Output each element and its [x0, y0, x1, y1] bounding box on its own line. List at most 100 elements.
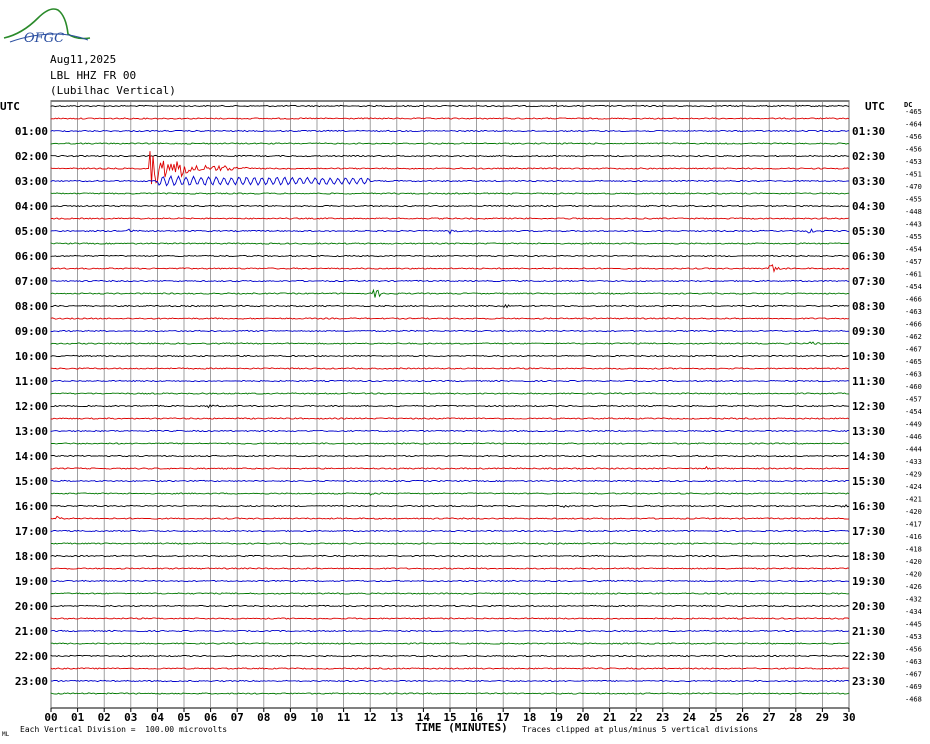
x-tick-label: 03 — [124, 711, 137, 724]
x-tick-label: 21 — [603, 711, 617, 724]
dc-offset-label: -463 — [905, 308, 922, 316]
trace-line-42 — [50, 629, 850, 633]
dc-offset-label: -463 — [905, 658, 922, 666]
dc-offset-label: -455 — [905, 233, 922, 241]
dc-offset-label: -456 — [905, 146, 922, 154]
trace-line-38 — [50, 579, 850, 583]
x-tick-label: 05 — [177, 711, 190, 724]
trace-line-28 — [50, 454, 850, 458]
trace-line-35 — [50, 542, 850, 545]
trace-line-15 — [50, 288, 850, 298]
dc-offset-label: -465 — [905, 358, 922, 366]
dc-offset-label: -457 — [905, 396, 922, 404]
left-axis-title: UTC — [0, 100, 20, 113]
x-tick-label: 26 — [736, 711, 750, 724]
dc-offset-label: -454 — [905, 408, 922, 416]
hour-label-left: 07:00 — [15, 275, 48, 288]
hour-label-left: 10:00 — [15, 350, 48, 363]
dc-offset-label: -432 — [905, 596, 922, 604]
trace-line-16 — [50, 303, 850, 309]
dc-offset-label: -466 — [905, 321, 922, 329]
hour-label-right: 17:30 — [852, 525, 885, 538]
x-tick-label: 00 — [44, 711, 57, 724]
x-tick-label: 10 — [310, 711, 323, 724]
hour-label-right: 03:30 — [852, 175, 885, 188]
trace-line-31 — [50, 492, 850, 496]
x-axis-title: TIME (MINUTES) — [415, 721, 508, 734]
footnote-vertical-division: Each Vertical Division = 100.00 microvol… — [20, 725, 228, 734]
dc-offset-label: -454 — [905, 246, 922, 254]
dc-offset-label: -424 — [905, 483, 922, 491]
x-tick-label: 29 — [816, 711, 829, 724]
x-tick-label: 14 — [417, 711, 431, 724]
hour-label-right: 20:30 — [852, 600, 885, 613]
hour-label-right: 15:30 — [852, 475, 885, 488]
trace-line-5 — [50, 151, 850, 185]
hour-label-left: 09:00 — [15, 325, 48, 338]
hour-label-left: 20:00 — [15, 600, 48, 613]
trace-line-21 — [50, 367, 849, 370]
dc-offset-label: -420 — [905, 571, 922, 579]
hour-label-left: 13:00 — [15, 425, 48, 438]
trace-line-24 — [50, 404, 849, 409]
trace-line-40 — [50, 604, 850, 608]
hour-label-left: 01:00 — [15, 125, 48, 138]
trace-line-18 — [50, 329, 850, 333]
dc-offset-label: -465 — [905, 108, 922, 116]
hour-label-left: 18:00 — [15, 550, 48, 563]
hour-label-right: 06:30 — [852, 250, 885, 263]
hour-label-left: 19:00 — [15, 575, 48, 588]
hour-label-right: 21:30 — [852, 625, 885, 638]
dc-offset-label: -470 — [905, 183, 922, 191]
hour-label-right: 11:30 — [852, 375, 885, 388]
hour-label-right: 22:30 — [852, 650, 885, 663]
hour-label-left: 02:00 — [15, 150, 48, 163]
trace-line-46 — [50, 679, 850, 683]
hour-label-right: 09:30 — [852, 325, 885, 338]
x-tick-label: 15 — [443, 711, 456, 724]
x-tick-label: 01 — [71, 711, 85, 724]
hour-label-left: 17:00 — [15, 525, 48, 538]
hour-label-right: 08:30 — [852, 300, 885, 313]
x-tick-label: 06 — [204, 711, 218, 724]
x-tick-label: 24 — [683, 711, 697, 724]
dc-offset-label: -469 — [905, 683, 922, 691]
x-tick-label: 27 — [763, 711, 776, 724]
trace-line-11 — [50, 242, 850, 245]
trace-line-29 — [50, 465, 850, 470]
trace-line-41 — [50, 617, 850, 620]
dc-offset-label: -467 — [905, 346, 922, 354]
dc-offset-label: -454 — [905, 283, 922, 291]
dc-offset-label: -417 — [905, 521, 922, 529]
trace-line-1 — [50, 117, 850, 120]
trace-line-43 — [50, 642, 850, 645]
dc-offset-label: -456 — [905, 646, 922, 654]
hour-label-right: 13:30 — [852, 425, 885, 438]
hour-label-left: 21:00 — [15, 625, 48, 638]
trace-line-9 — [50, 217, 850, 220]
x-tick-label: 17 — [497, 711, 510, 724]
dc-column-title: DC — [904, 101, 912, 109]
dc-offset-label: -462 — [905, 333, 922, 341]
x-tick-label: 18 — [523, 711, 536, 724]
trace-line-25 — [50, 417, 850, 420]
dc-offset-label: -468 — [905, 696, 922, 704]
trace-line-32 — [50, 504, 850, 509]
dc-offset-label: -421 — [905, 496, 922, 504]
hour-label-left: 15:00 — [15, 475, 48, 488]
hour-label-right: 12:30 — [852, 400, 885, 413]
trace-line-10 — [50, 228, 850, 235]
dc-offset-label: -426 — [905, 583, 922, 591]
hour-label-right: 19:30 — [852, 575, 885, 588]
hour-label-right: 01:30 — [852, 125, 885, 138]
dc-offset-label: -446 — [905, 433, 922, 441]
x-tick-label: 23 — [656, 711, 669, 724]
hour-label-left: 03:00 — [15, 175, 48, 188]
trace-line-19 — [50, 341, 850, 345]
x-tick-label: 07 — [231, 711, 244, 724]
hour-label-left: 16:00 — [15, 500, 48, 513]
hour-label-right: 04:30 — [852, 200, 885, 213]
hour-label-right: 16:30 — [852, 500, 885, 513]
hour-label-left: 06:00 — [15, 250, 48, 263]
